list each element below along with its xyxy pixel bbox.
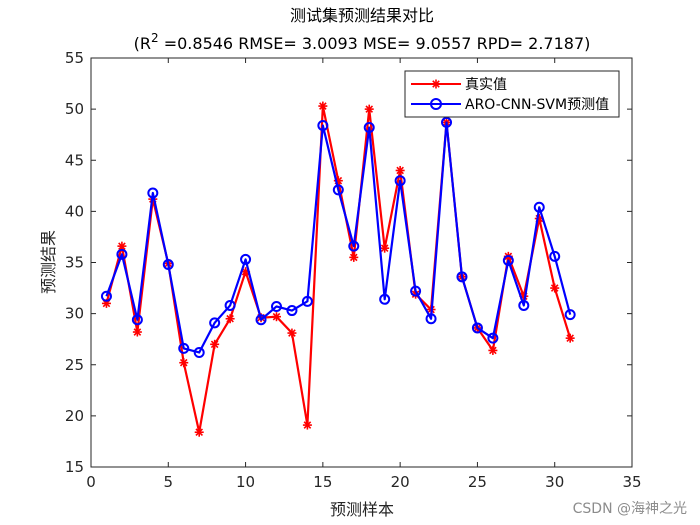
point-true [364,104,374,114]
y-tick-label: 15 [65,458,84,476]
chart-title: 测试集预测结果对比 [290,6,434,25]
x-tick-label: 20 [391,473,410,491]
point-true [179,358,189,368]
plot-area [91,58,632,467]
point-true [287,328,297,338]
y-tick-label: 20 [65,407,84,425]
y-tick-label: 35 [65,254,84,272]
point-predicted [317,119,329,131]
legend-marker-circle [430,98,442,110]
x-tick-label: 5 [164,473,174,491]
legend-asterisk [431,79,441,89]
x-tick-label: 35 [622,473,641,491]
point-true [132,327,142,337]
legend: 真实值 ARO-CNN-SVM预测值 [404,70,620,118]
point-predicted [255,314,267,326]
chart-subtitle: (R2 =0.8546 RMSE= 3.0093 MSE= 9.0557 RPD… [134,31,591,53]
point-true [395,165,405,175]
legend-label-true: 真实值 [465,77,507,93]
x-tick-label: 25 [468,473,487,491]
point-predicted [564,309,576,321]
point-predicted [394,175,406,187]
point-predicted [131,314,143,326]
legend-box [404,70,620,118]
point-predicted [425,313,437,325]
legend-marker-asterisk [431,79,441,89]
point-predicted [502,254,514,266]
point-predicted [549,250,561,262]
point-predicted [286,305,298,317]
subtitle-open: (R [134,34,151,53]
point-predicted [471,322,483,334]
point-predicted [178,342,190,354]
x-axis-label: 预测样本 [330,500,394,519]
point-true [380,243,390,253]
point-predicted [410,285,422,297]
point-predicted [162,259,174,271]
point-predicted [456,271,468,283]
point-predicted [487,332,499,344]
point-predicted [441,116,453,128]
y-tick-label: 30 [65,305,84,323]
series-line-1 [105,121,572,354]
x-tick-label: 10 [236,473,255,491]
point-predicted [240,253,252,265]
series-layer [100,101,576,437]
y-tick-label: 55 [65,49,84,67]
subtitle-rest: =0.8546 RMSE= 3.0093 MSE= 9.0557 RPD= 2.… [159,34,591,53]
x-tick-label: 0 [86,473,96,491]
axes-layer: 0 5 10 15 20 25 30 35 15 20 25 30 35 40 45 50 55 [65,49,642,491]
point-true [194,427,204,437]
y-tick-label: 45 [65,151,84,169]
point-predicted [224,299,236,311]
subtitle-superscript: 2 [151,31,159,45]
x-tick-label: 15 [313,473,332,491]
point-true [488,345,498,355]
y-axis-label: 预测结果 [39,230,58,294]
point-predicted [533,201,545,213]
point-predicted [348,240,360,252]
point-true [271,312,281,322]
point-predicted [332,184,344,196]
point-true [225,314,235,324]
point-true [349,252,359,262]
point-predicted [379,293,391,305]
point-predicted [147,187,159,199]
point-predicted [100,290,112,302]
y-tick-label: 50 [65,100,84,118]
point-predicted [301,295,313,307]
point-predicted [518,299,530,311]
legend-label-predicted: ARO-CNN-SVM预测值 [465,97,609,113]
point-true [565,333,575,343]
point-true [550,283,560,293]
point-predicted [193,346,205,358]
point-predicted [270,300,282,312]
x-tick-label: 30 [545,473,564,491]
point-true [302,420,312,430]
point-predicted [363,122,375,134]
point-predicted [116,248,128,260]
point-true [318,101,328,111]
point-predicted [209,317,221,329]
point-true [210,339,220,349]
watermark: CSDN @海神之光 [573,501,687,517]
y-tick-label: 40 [65,202,84,220]
y-tick-label: 25 [65,356,84,374]
